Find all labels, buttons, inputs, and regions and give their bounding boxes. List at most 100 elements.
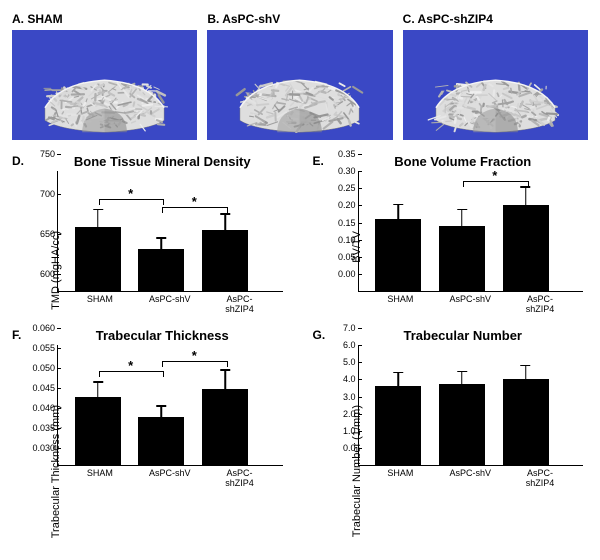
y-tick-label: 6.0 (343, 340, 356, 350)
plot-area: BV/TV* (358, 171, 584, 292)
y-tick-label: 7.0 (343, 323, 356, 333)
chart-e: E.Bone Volume Fraction0.000.050.100.150.… (313, 154, 589, 314)
y-tick-label: 750 (40, 149, 55, 159)
chart-letter: E. (313, 154, 324, 168)
y-tick-label: 700 (40, 189, 55, 199)
bar (202, 230, 248, 291)
y-tick-label: 4.0 (343, 374, 356, 384)
panel-letter: A. (12, 12, 24, 26)
panel-letter: B. (207, 12, 219, 26)
bar (503, 205, 549, 291)
plot-area: TMD (mgHA/cc)** (57, 171, 283, 292)
bar (375, 219, 421, 291)
error-bar (97, 381, 99, 413)
bar (439, 226, 485, 291)
trabecular-bone-icon (23, 37, 186, 134)
y-tick-label: 0.20 (338, 200, 356, 210)
panel-c: C. AsPC-shZIP4 (403, 12, 588, 140)
x-tick-label: AsPC-shZIP4 (217, 294, 263, 314)
significance-star: * (128, 186, 133, 201)
y-tick-label: 0.35 (338, 149, 356, 159)
chart-title: Trabecular Number (338, 328, 589, 343)
chart-g: G.Trabecular Number0.01.02.03.04.05.06.0… (313, 328, 589, 488)
y-tick-label: 0.00 (338, 269, 356, 279)
y-axis-label: BV/TV (351, 231, 363, 263)
x-axis-labels: SHAM AsPC-shV AsPC-shZIP4 (57, 466, 283, 488)
chart-row-1: D.Bone Tissue Mineral Density60065070075… (12, 154, 588, 314)
y-axis-label: TMD (mgHA/cc) (50, 231, 62, 310)
y-tick-label: 0.15 (338, 218, 356, 228)
bar (202, 389, 248, 465)
y-tick-label: 0.060 (32, 323, 55, 333)
error-bar (224, 369, 226, 409)
x-tick-label: AsPC-shV (447, 294, 493, 314)
bone-image-row: A. SHAM B. AsPC-shV C. AsPC-shZIP4 (12, 12, 588, 140)
significance-star: * (492, 168, 497, 183)
x-tick-label: AsPC-shZIP4 (517, 294, 563, 314)
chart-letter: G. (313, 328, 326, 342)
x-axis-labels: SHAM AsPC-shV AsPC-shZIP4 (57, 292, 283, 314)
x-tick-label: SHAM (77, 468, 123, 488)
error-bar (398, 204, 400, 235)
error-bar (398, 372, 400, 401)
bar (439, 384, 485, 465)
error-bar (161, 237, 163, 261)
panel-b-label: B. AsPC-shV (207, 12, 392, 26)
y-tick-label: 0.050 (32, 363, 55, 373)
bar (75, 227, 121, 291)
significance-star: * (192, 348, 197, 363)
chart-f: F.Trabecular Thickness0.0300.0350.0400.0… (12, 328, 288, 488)
bone-image-c (403, 30, 588, 140)
trabecular-bone-icon (414, 37, 577, 134)
y-tick-label: 0.25 (338, 183, 356, 193)
panel-letter: C. (403, 12, 415, 26)
y-tick-label: 0.055 (32, 343, 55, 353)
error-bar (161, 405, 163, 429)
chart-letter: F. (12, 328, 21, 342)
x-tick-label: SHAM (377, 294, 423, 314)
panel-a: A. SHAM (12, 12, 197, 140)
x-tick-label: AsPC-shZIP4 (217, 468, 263, 488)
bar (75, 397, 121, 465)
error-bar (525, 365, 527, 394)
x-tick-label: AsPC-shV (447, 468, 493, 488)
bar (138, 249, 184, 291)
error-bar (525, 186, 527, 224)
plot-area: Trabecular Number (1/mm) (358, 345, 584, 466)
y-tick-label: 5.0 (343, 357, 356, 367)
y-axis-label: Trabecular Number (1/mm) (351, 405, 363, 537)
x-axis-labels: SHAM AsPC-shV AsPC-shZIP4 (358, 466, 584, 488)
panel-c-label: C. AsPC-shZIP4 (403, 12, 588, 26)
error-bar (461, 371, 463, 398)
chart-title: Bone Volume Fraction (338, 154, 589, 169)
chart-letter: D. (12, 154, 24, 168)
x-tick-label: SHAM (377, 468, 423, 488)
x-tick-label: AsPC-shV (147, 294, 193, 314)
x-tick-label: AsPC-shZIP4 (517, 468, 563, 488)
panel-caption: AsPC-shV (222, 12, 280, 26)
bar (138, 417, 184, 465)
plot-area: Trabecular Thickness (mm)** (57, 345, 283, 466)
bar (375, 386, 421, 465)
panel-a-label: A. SHAM (12, 12, 197, 26)
chart-row-2: F.Trabecular Thickness0.0300.0350.0400.0… (12, 328, 588, 488)
x-axis-labels: SHAM AsPC-shV AsPC-shZIP4 (358, 292, 584, 314)
chart-d: D.Bone Tissue Mineral Density60065070075… (12, 154, 288, 314)
x-tick-label: AsPC-shV (147, 468, 193, 488)
bone-image-a (12, 30, 197, 140)
y-tick-label: 0.045 (32, 383, 55, 393)
bar (503, 379, 549, 465)
error-bar (461, 209, 463, 243)
chart-title: Trabecular Thickness (37, 328, 288, 343)
error-bar (97, 209, 99, 246)
y-tick-label: 0.30 (338, 166, 356, 176)
panel-caption: AsPC-shZIP4 (418, 12, 493, 26)
bone-image-b (207, 30, 392, 140)
panel-b: B. AsPC-shV (207, 12, 392, 140)
trabecular-bone-icon (218, 37, 381, 134)
error-bar (224, 213, 226, 247)
significance-star: * (192, 194, 197, 209)
x-tick-label: SHAM (77, 294, 123, 314)
chart-title: Bone Tissue Mineral Density (37, 154, 288, 169)
significance-star: * (128, 358, 133, 373)
